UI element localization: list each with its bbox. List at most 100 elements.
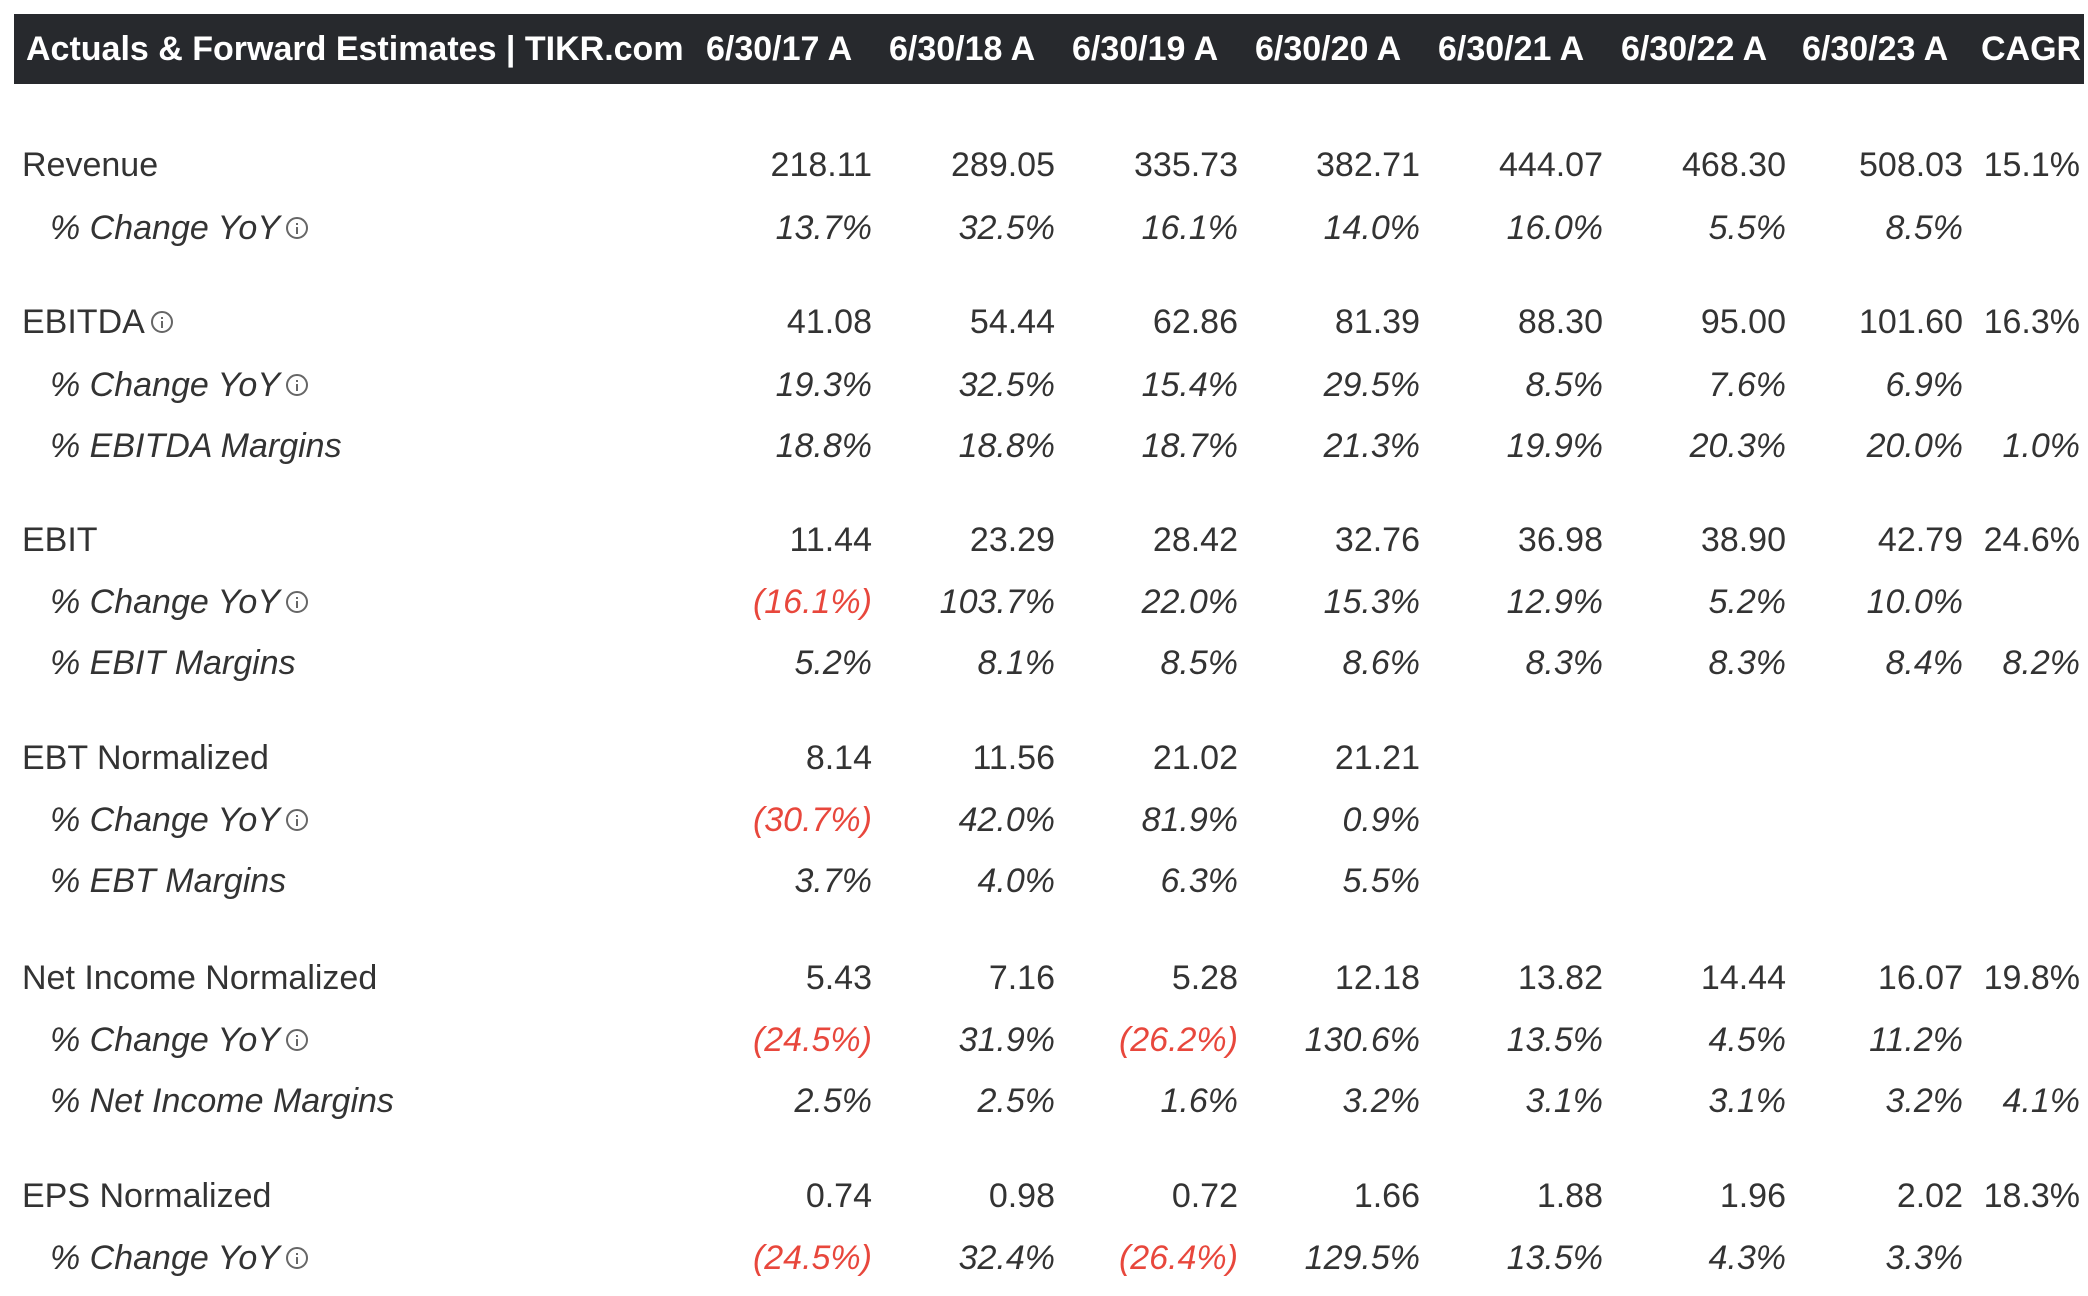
row-label-text: % Change YoY <box>50 1021 280 1059</box>
cagr-cell: 24.6% <box>1983 521 2080 559</box>
info-icon[interactable] <box>286 1029 308 1052</box>
row-label: EBITDA <box>22 302 173 342</box>
value-cell: 8.5% <box>1525 366 1604 404</box>
value-cell: 42.0% <box>958 801 1055 839</box>
value-cell: 32.4% <box>958 1239 1055 1277</box>
column-header-fy2021[interactable]: 6/30/21 A <box>1438 30 1585 68</box>
info-icon[interactable] <box>286 217 308 240</box>
value-cell: 3.2% <box>1342 1082 1421 1120</box>
value-cell: 7.16 <box>988 959 1055 997</box>
info-icon[interactable] <box>286 374 308 397</box>
row-label: % EBT Margins <box>50 861 286 901</box>
column-header-fy2017[interactable]: 6/30/17 A <box>706 30 853 68</box>
value-cell: 8.6% <box>1342 644 1421 682</box>
value-cell: 21.02 <box>1152 739 1238 777</box>
value-cell: 62.86 <box>1152 303 1238 341</box>
value-cell: 101.60 <box>1859 303 1963 341</box>
value-cell: 38.90 <box>1700 521 1786 559</box>
value-cell: 16.0% <box>1506 209 1603 247</box>
value-cell: (24.5%) <box>752 1021 872 1059</box>
value-cell: (16.1%) <box>752 583 872 621</box>
row-label-text: EBIT <box>22 521 98 559</box>
value-cell: 19.9% <box>1506 427 1603 465</box>
row-label: Net Income Normalized <box>22 958 377 998</box>
value-cell: 8.1% <box>977 644 1056 682</box>
value-cell: 2.5% <box>794 1082 873 1120</box>
row-label: % EBITDA Margins <box>50 426 342 466</box>
value-cell: 5.5% <box>1708 209 1787 247</box>
value-cell: 289.05 <box>951 146 1055 184</box>
value-cell: 5.43 <box>805 959 872 997</box>
value-cell: 6.3% <box>1160 862 1239 900</box>
column-header-fy2020[interactable]: 6/30/20 A <box>1255 30 1402 68</box>
value-cell: 5.5% <box>1342 862 1421 900</box>
value-cell: (30.7%) <box>752 801 872 839</box>
value-cell: 81.39 <box>1334 303 1420 341</box>
value-cell: 5.2% <box>1708 583 1787 621</box>
value-cell: 88.30 <box>1517 303 1603 341</box>
value-cell: 218.11 <box>770 146 872 184</box>
value-cell: 130.6% <box>1304 1021 1420 1059</box>
value-cell: 29.5% <box>1323 366 1420 404</box>
value-cell: 81.9% <box>1141 801 1238 839</box>
cagr-cell: 4.1% <box>2002 1082 2081 1120</box>
value-cell: 10.0% <box>1866 583 1963 621</box>
value-cell: 32.5% <box>958 209 1055 247</box>
value-cell: 18.7% <box>1141 427 1238 465</box>
value-cell: 7.6% <box>1708 366 1787 404</box>
value-cell: 12.9% <box>1506 583 1603 621</box>
value-cell: 14.44 <box>1700 959 1786 997</box>
value-cell: 42.79 <box>1877 521 1963 559</box>
row-label-text: % EBIT Margins <box>50 644 296 682</box>
value-cell: 32.5% <box>958 366 1055 404</box>
row-label-text: % EBITDA Margins <box>50 427 342 465</box>
value-cell: (24.5%) <box>752 1239 872 1277</box>
value-cell: 335.73 <box>1134 146 1238 184</box>
value-cell: 8.3% <box>1708 644 1787 682</box>
value-cell: 20.0% <box>1866 427 1963 465</box>
value-cell: 0.98 <box>988 1177 1055 1215</box>
value-cell: 13.5% <box>1506 1239 1603 1277</box>
row-label-text: % Change YoY <box>50 801 280 839</box>
info-icon[interactable] <box>286 1247 308 1270</box>
value-cell: 1.66 <box>1353 1177 1420 1215</box>
row-label-text: EBT Normalized <box>22 739 269 777</box>
value-cell: 15.4% <box>1141 366 1238 404</box>
row-label-text: % Net Income Margins <box>50 1082 394 1120</box>
value-cell: (26.2%) <box>1118 1021 1238 1059</box>
column-header-fy2019[interactable]: 6/30/19 A <box>1072 30 1219 68</box>
value-cell: 28.42 <box>1152 521 1238 559</box>
value-cell: 5.2% <box>794 644 873 682</box>
value-cell: 3.2% <box>1885 1082 1964 1120</box>
value-cell: 36.98 <box>1517 521 1603 559</box>
table-title: Actuals & Forward Estimates | TIKR.com <box>26 30 684 68</box>
value-cell: 13.5% <box>1506 1021 1603 1059</box>
value-cell: 8.3% <box>1525 644 1604 682</box>
value-cell: 6.9% <box>1885 366 1964 404</box>
value-cell: 31.9% <box>958 1021 1055 1059</box>
info-icon[interactable] <box>286 591 308 614</box>
value-cell: 16.07 <box>1877 959 1963 997</box>
row-label-text: EBITDA <box>22 303 145 341</box>
value-cell: 8.5% <box>1885 209 1964 247</box>
info-icon[interactable] <box>286 809 308 832</box>
value-cell: 21.3% <box>1323 427 1420 465</box>
value-cell: 3.7% <box>794 862 873 900</box>
column-header-cagr[interactable]: CAGR <box>1981 30 2082 68</box>
row-label-text: % Change YoY <box>50 583 280 621</box>
row-label-text: % EBT Margins <box>50 862 287 900</box>
value-cell: 4.5% <box>1708 1021 1787 1059</box>
value-cell: 103.7% <box>939 583 1055 621</box>
value-cell: 0.9% <box>1342 801 1421 839</box>
value-cell: 11.44 <box>789 521 872 559</box>
value-cell: 23.29 <box>969 521 1055 559</box>
value-cell: 11.2% <box>1869 1021 1963 1059</box>
column-header-fy2023[interactable]: 6/30/23 A <box>1802 30 1949 68</box>
column-header-fy2018[interactable]: 6/30/18 A <box>889 30 1036 68</box>
cagr-cell: 15.1% <box>1983 146 2080 184</box>
value-cell: 13.82 <box>1517 959 1603 997</box>
row-label: % Change YoY <box>50 365 308 405</box>
info-icon[interactable] <box>150 311 173 334</box>
row-label: Revenue <box>22 145 158 185</box>
column-header-fy2022[interactable]: 6/30/22 A <box>1621 30 1768 68</box>
